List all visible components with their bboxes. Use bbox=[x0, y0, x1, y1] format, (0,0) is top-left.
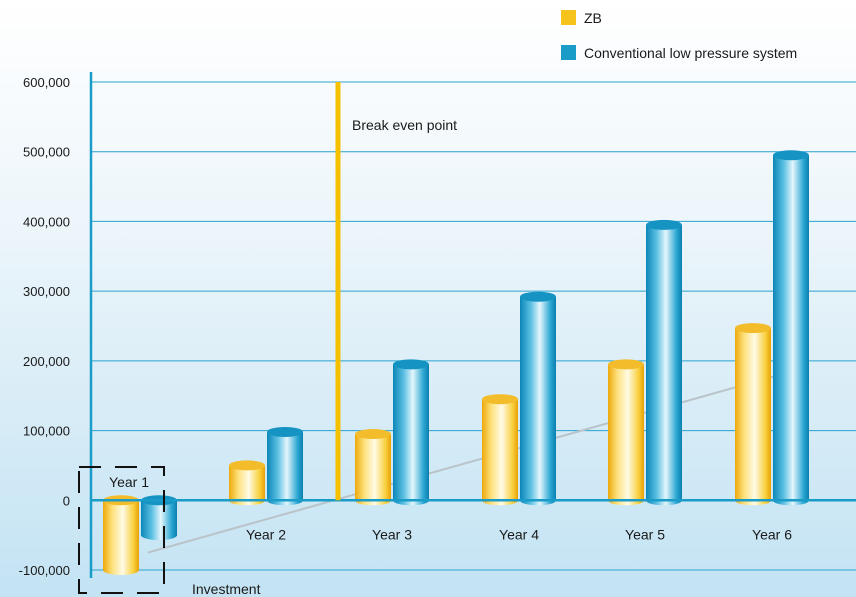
bar-conventional bbox=[520, 291, 556, 506]
investment-bracket bbox=[78, 466, 165, 594]
category-labels: Year 1 Year 2 Year 3 Year 4 Year 5 Year 6 bbox=[109, 474, 792, 542]
bar-conventional bbox=[393, 359, 429, 506]
legend-swatch-zb bbox=[561, 10, 576, 25]
bar-conventional bbox=[646, 219, 682, 506]
category-label: Year 1 bbox=[109, 474, 149, 490]
category-label: Year 6 bbox=[752, 526, 792, 542]
y-tick-label: 300,000 bbox=[23, 284, 70, 299]
category-label: Year 4 bbox=[499, 526, 539, 542]
bar-conventional bbox=[267, 426, 303, 506]
bars bbox=[103, 150, 809, 575]
y-tick-label: 200,000 bbox=[23, 354, 70, 369]
bar-conventional bbox=[141, 495, 177, 541]
bar-zb bbox=[355, 429, 391, 506]
bar-zb bbox=[482, 394, 518, 506]
y-tick-label: 600,000 bbox=[23, 75, 70, 90]
legend-swatch-conventional bbox=[561, 45, 576, 60]
y-tick-labels: -100,000 0 100,000 200,000 300,000 400,000 500… bbox=[19, 75, 70, 578]
category-label: Year 3 bbox=[372, 526, 412, 542]
legend-label-conventional: Conventional low pressure system bbox=[584, 45, 797, 61]
category-label: Year 5 bbox=[625, 526, 665, 542]
investment-label: Investment bbox=[192, 581, 261, 597]
break-even-label: Break even point bbox=[352, 117, 457, 133]
y-tick-label: 0 bbox=[63, 493, 70, 508]
bar-zb bbox=[229, 460, 265, 506]
y-tick-label: -100,000 bbox=[19, 563, 70, 578]
bar-conventional bbox=[773, 150, 809, 506]
category-label: Year 2 bbox=[246, 526, 286, 542]
bar-zb bbox=[735, 323, 771, 506]
gridlines bbox=[91, 81, 856, 571]
y-tick-label: 100,000 bbox=[23, 424, 70, 439]
legend: ZB Conventional low pressure system bbox=[561, 10, 797, 61]
y-tick-label: 500,000 bbox=[23, 145, 70, 160]
bar-zb bbox=[608, 359, 644, 506]
bar-zb bbox=[103, 495, 139, 575]
y-tick-label: 400,000 bbox=[23, 214, 70, 229]
legend-label-zb: ZB bbox=[584, 10, 602, 26]
